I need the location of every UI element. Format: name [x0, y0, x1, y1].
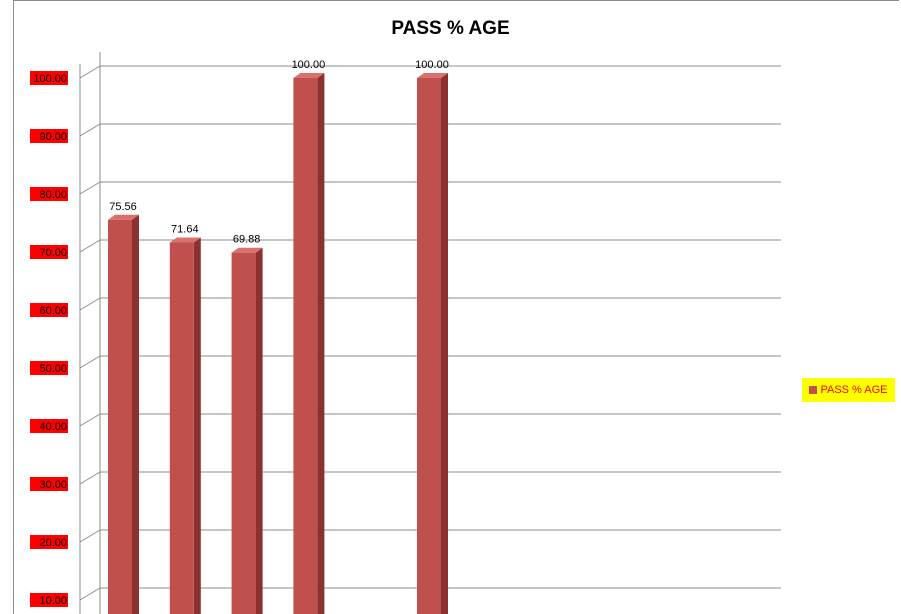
bar-top	[169, 237, 201, 243]
bar-top	[293, 73, 325, 78]
y-tick-bg	[30, 71, 68, 85]
bar-top	[108, 214, 139, 220]
bar-top	[417, 73, 448, 78]
data-label: 71.64	[171, 223, 199, 235]
y-tick-label: 10.00	[39, 595, 67, 607]
y-tick-label: 50.00	[39, 363, 67, 375]
y-tick-label: 80.00	[39, 189, 67, 201]
bar-side	[255, 247, 263, 614]
bar	[231, 252, 256, 614]
y-tick-label: 100.00	[33, 73, 67, 85]
gridline-slant	[79, 297, 101, 311]
chart-frame	[13, 0, 899, 614]
y-tick-bg	[30, 419, 68, 433]
data-label: 75.56	[109, 201, 137, 213]
gridline-slant	[79, 355, 101, 369]
bar-side	[317, 73, 325, 614]
y-tick-label: 30.00	[39, 479, 67, 491]
bar	[108, 219, 132, 614]
gridline-slant	[79, 471, 101, 485]
legend-label: PASS % AGE	[820, 384, 888, 396]
gridline-slant	[79, 239, 101, 253]
y-tick-label: 20.00	[39, 537, 67, 549]
gridline-slant	[79, 181, 101, 195]
y-tick-label: 70.00	[39, 247, 67, 259]
bar-side	[132, 214, 139, 614]
data-label: 100.00	[292, 59, 326, 71]
data-label: 100.00	[415, 59, 449, 71]
bar-side	[193, 237, 201, 614]
gridline-slant	[79, 123, 101, 137]
bar	[417, 78, 441, 614]
y-tick-bg	[30, 303, 68, 317]
gridline-slant	[79, 529, 101, 543]
y-tick-bg	[30, 245, 68, 259]
y-tick-bg	[30, 129, 68, 143]
bar	[169, 242, 194, 614]
y-tick-bg	[30, 477, 68, 491]
y-tick-bg	[30, 187, 68, 201]
legend-swatch	[809, 386, 818, 394]
gridline-slant	[79, 587, 101, 601]
chart-title: PASS % AGE	[391, 18, 510, 39]
bar-top	[231, 247, 263, 253]
gridline-slant	[79, 65, 101, 79]
y-tick-label: 90.00	[39, 131, 67, 143]
gridline-slant	[79, 413, 101, 427]
y-tick-bg	[30, 361, 68, 375]
y-tick-label: 40.00	[39, 421, 67, 433]
data-label: 69.88	[233, 234, 261, 246]
bar-side	[441, 73, 448, 614]
y-tick-bg	[30, 593, 68, 607]
y-tick-label: 60.00	[39, 305, 67, 317]
bar	[293, 78, 318, 614]
legend: PASS % AGE	[802, 378, 895, 402]
y-tick-bg	[30, 535, 68, 549]
